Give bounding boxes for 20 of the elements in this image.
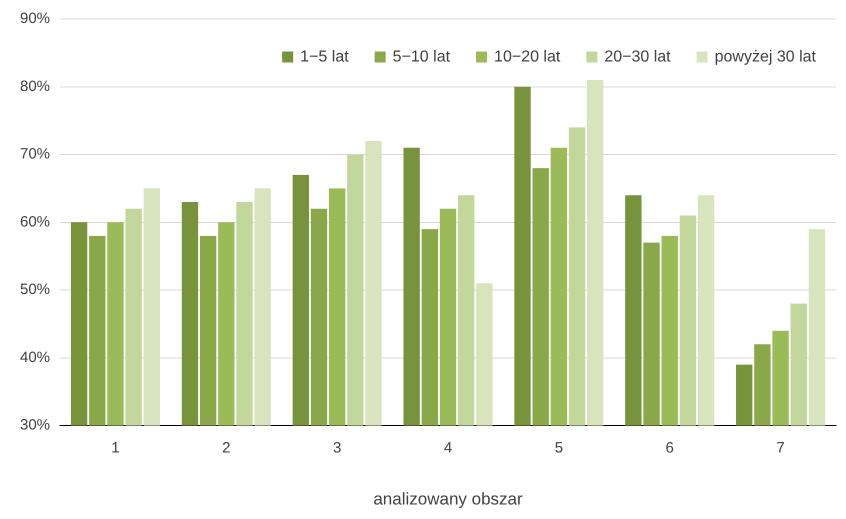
y-tick-label: 60%	[20, 213, 50, 230]
y-tick-label: 70%	[20, 146, 50, 163]
x-tick-label: 4	[444, 440, 452, 457]
legend-label: powyżej 30 lat	[714, 48, 817, 66]
y-tick-label: 40%	[20, 348, 50, 366]
x-tick-label: 5	[554, 440, 564, 457]
x-tick-label: 2	[222, 440, 230, 457]
x-axis-title: analizowany obszar	[373, 489, 523, 508]
y-tick-label: 80%	[20, 78, 50, 95]
x-tick-label: 7	[776, 440, 785, 457]
x-tick-label: 6	[666, 440, 674, 457]
x-tick-label: 1	[111, 440, 120, 457]
y-tick-label: 50%	[20, 281, 50, 298]
legend-label: 10−20 lat	[494, 48, 561, 66]
x-tick-label: 3	[332, 440, 342, 457]
legend-label: 20−30 lat	[604, 48, 672, 66]
legend-label: 1−5 lat	[300, 48, 350, 66]
y-tick-label: 90%	[20, 10, 50, 28]
legend-label: 5−10 lat	[392, 48, 451, 66]
y-tick-label: 30%	[20, 416, 50, 434]
